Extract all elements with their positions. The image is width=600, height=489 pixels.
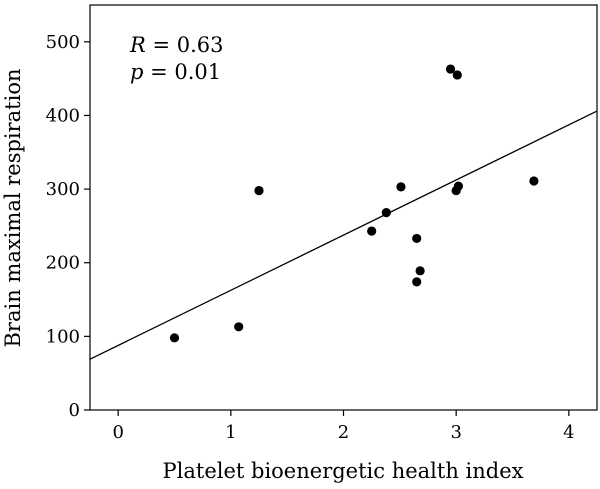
data-point [254,185,264,196]
x-tick-label: 0 [112,422,123,443]
y-tick-label: 0 [69,400,80,421]
data-points [169,64,539,343]
r-value: = 0.63 [146,33,224,57]
data-point [367,226,377,236]
data-point [234,322,244,332]
x-axis-label: Platelet bioenergetic health index [163,459,524,483]
data-point [529,176,539,186]
x-tick-label: 4 [563,422,574,443]
x-tick-label: 1 [225,422,236,443]
data-point [169,333,180,343]
y-tick-label: 200 [46,253,80,274]
data-point [381,208,391,218]
y-axis-ticks: 0 100 200 300 400 500 [46,32,90,421]
p-value: = 0.01 [143,60,221,84]
data-point [412,277,422,287]
data-point [453,181,464,191]
y-tick-label: 500 [46,32,80,53]
data-point [452,70,462,80]
y-axis-label: Brain maximal respiration [1,68,25,347]
x-axis-ticks: 0 1 2 3 4 [112,410,575,443]
y-tick-label: 300 [46,179,80,200]
stats-p-line: p = 0.01 [130,60,221,84]
stats-r-line: R = 0.63 [129,33,224,57]
y-tick-label: 400 [46,105,80,126]
y-tick-label: 100 [46,326,80,347]
data-point [412,233,422,244]
data-point [396,182,406,192]
x-tick-label: 3 [450,422,461,443]
p-symbol: p [130,60,143,84]
data-point [415,266,425,276]
r-symbol: R [129,33,146,57]
regression-line [89,110,598,360]
data-point [445,64,456,74]
x-tick-label: 2 [338,422,349,443]
